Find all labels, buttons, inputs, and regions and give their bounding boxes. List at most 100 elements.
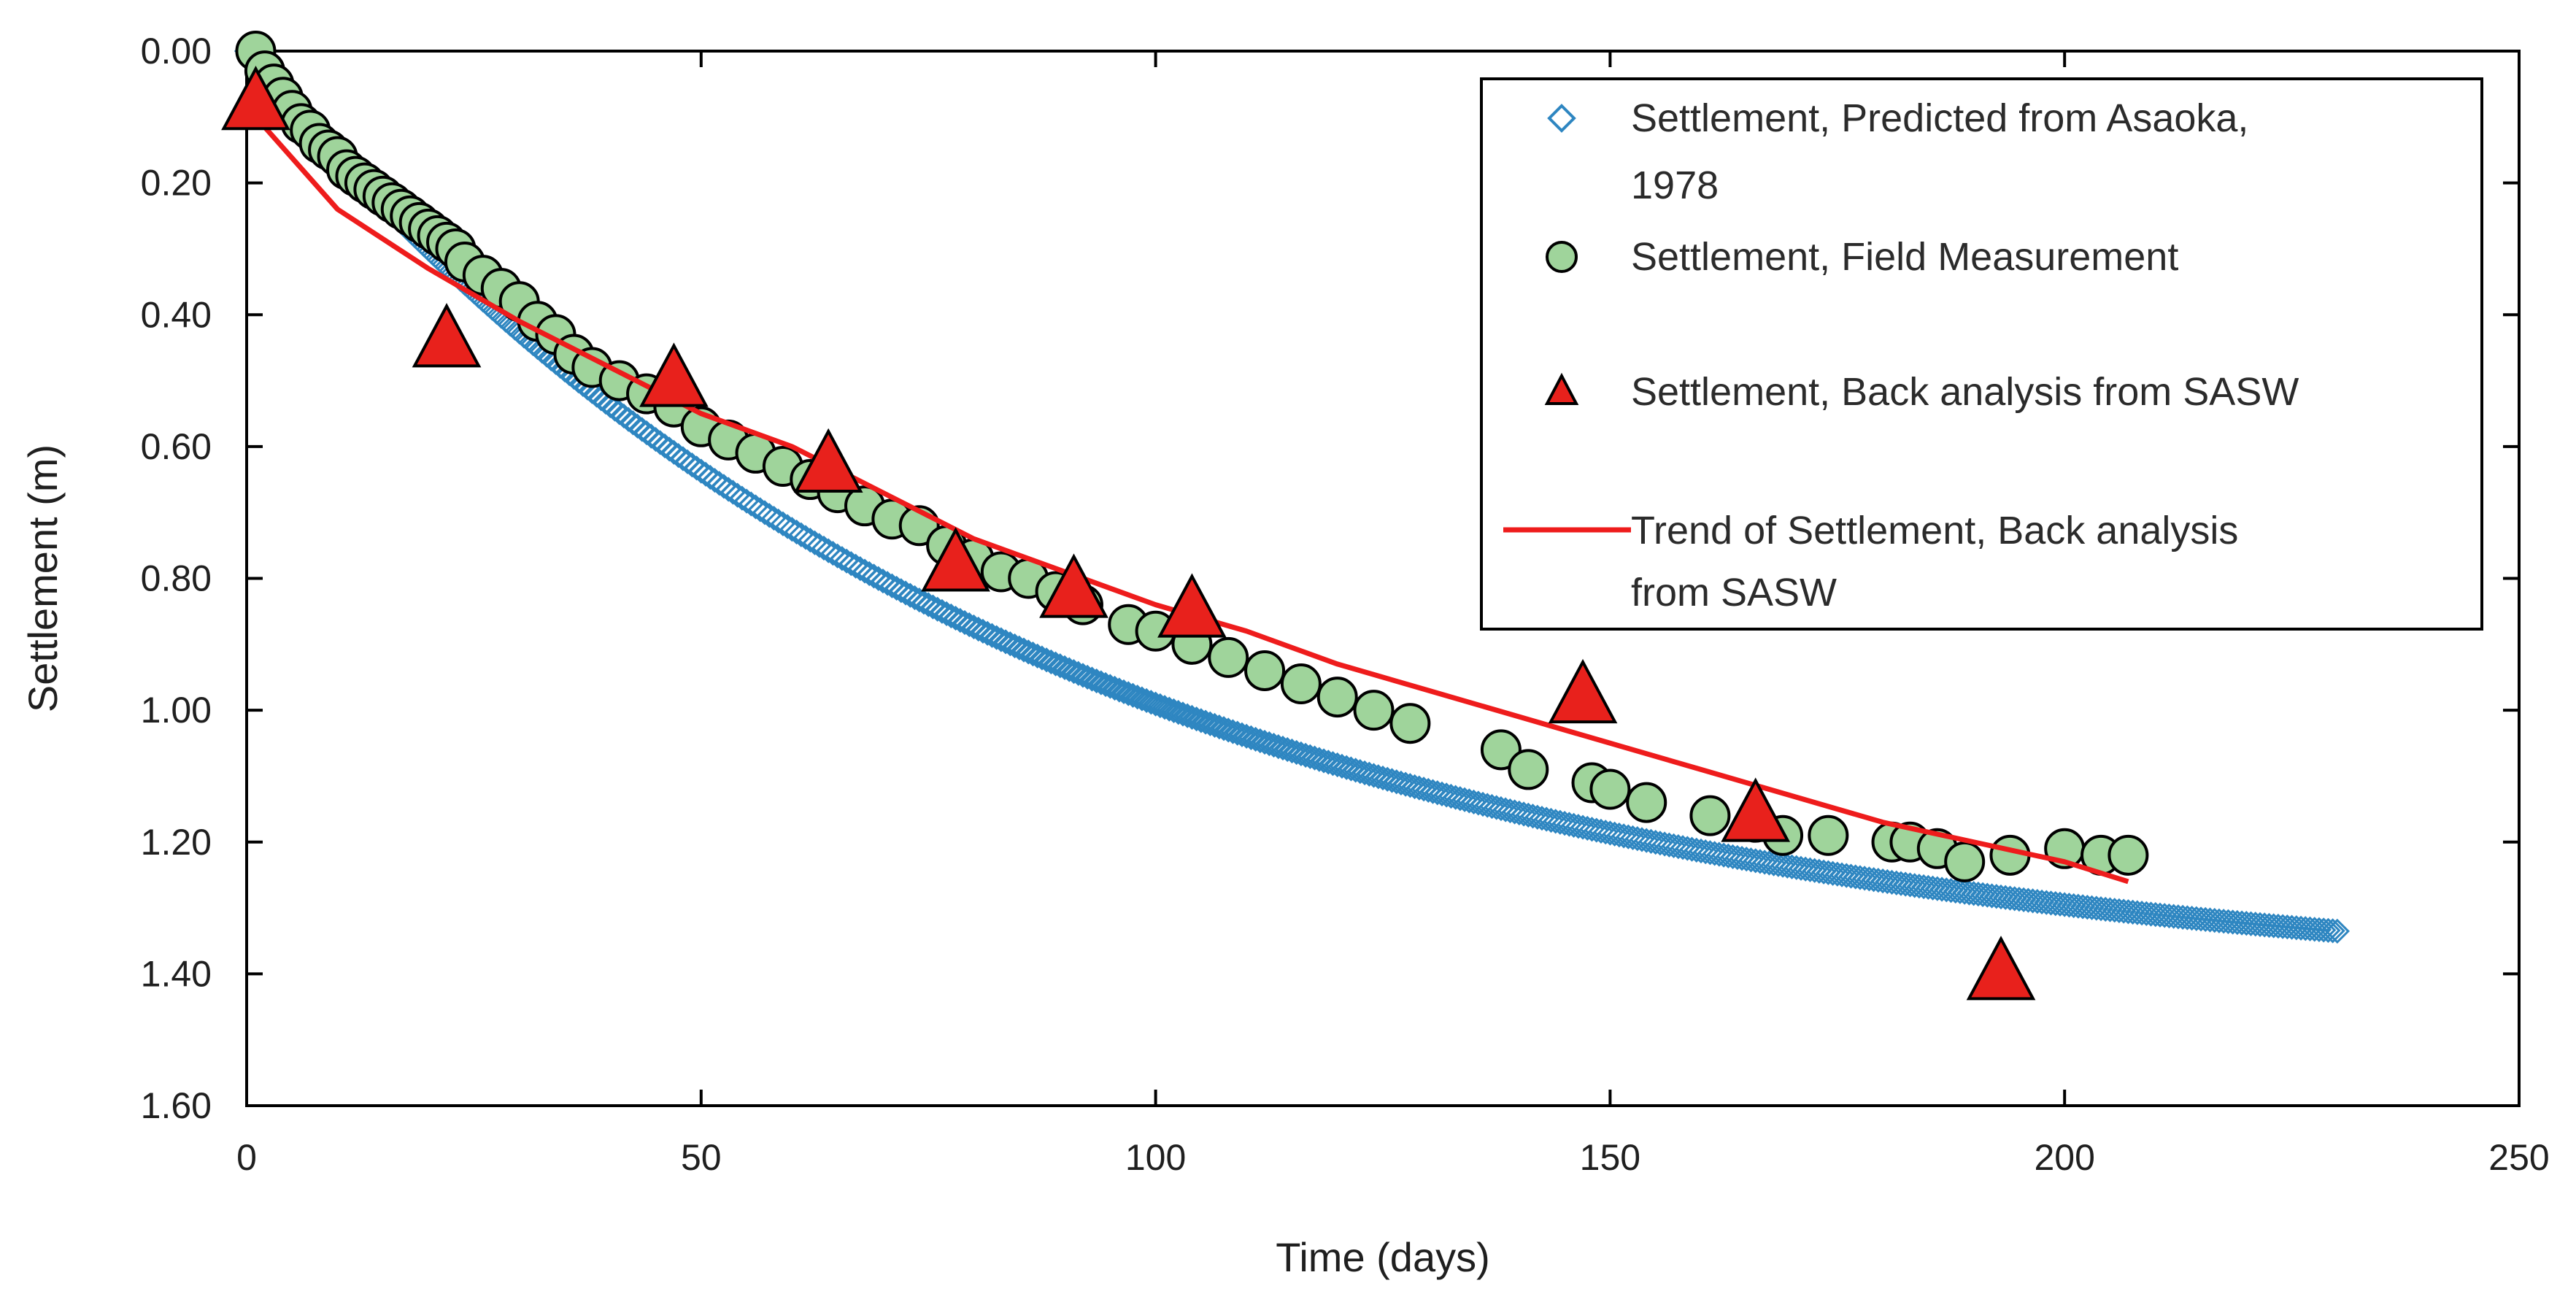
asaoka-point xyxy=(1198,711,1223,736)
asaoka-point xyxy=(1088,670,1114,696)
asaoka-point xyxy=(1493,797,1519,823)
asaoka-point xyxy=(1584,817,1609,843)
asaoka-point xyxy=(1338,756,1364,782)
asaoka-point xyxy=(1143,691,1168,717)
x-tick-label: 200 xyxy=(2034,1137,2094,1178)
asaoka-point xyxy=(1475,793,1500,818)
asaoka-point xyxy=(1034,647,1060,673)
asaoka-point xyxy=(1461,789,1486,815)
asaoka-point xyxy=(1243,726,1268,752)
y-tick-label: 0.80 xyxy=(141,558,212,599)
legend-label-trend-line1: Trend of Settlement, Back analysis xyxy=(1631,509,2238,552)
asaoka-point xyxy=(1170,701,1196,727)
asaoka-point xyxy=(1424,780,1450,806)
asaoka-point xyxy=(1647,831,1673,856)
asaoka-point xyxy=(1225,720,1250,746)
asaoka-point xyxy=(1602,821,1627,847)
asaoka-point xyxy=(1634,828,1659,853)
asaoka-point xyxy=(1351,760,1378,786)
asaoka-point xyxy=(1443,785,1468,810)
asaoka-point xyxy=(1079,666,1105,692)
sasw-point xyxy=(921,527,990,592)
field-point xyxy=(1244,650,1286,691)
asaoka-point xyxy=(1184,706,1209,732)
x-tick-label: 100 xyxy=(1125,1137,1186,1178)
x-tick-label: 0 xyxy=(236,1137,257,1178)
asaoka-point xyxy=(1561,812,1586,838)
asaoka-point xyxy=(1661,833,1686,859)
legend-label-asaoka-line2: 1978 xyxy=(1631,163,1719,207)
asaoka-point xyxy=(1038,649,1064,675)
asaoka-point xyxy=(1029,645,1055,671)
y-axis-title: Settlement (m) xyxy=(20,444,66,712)
field-point xyxy=(1944,841,1986,882)
legend-symbol-field xyxy=(1546,241,1578,273)
asaoka-point xyxy=(1092,671,1119,698)
y-tick-label: 0.60 xyxy=(141,426,212,467)
asaoka-point xyxy=(1265,733,1291,760)
asaoka-point xyxy=(1629,827,1655,852)
asaoka-point xyxy=(1588,818,1614,844)
y-tick-label: 1.40 xyxy=(141,953,212,994)
asaoka-point xyxy=(1247,728,1273,754)
series-sasw-back-analysis xyxy=(221,66,2036,1001)
asaoka-point xyxy=(1297,744,1323,769)
y-tick-label: 1.60 xyxy=(141,1085,212,1126)
asaoka-point xyxy=(1270,735,1296,761)
asaoka-point xyxy=(1252,729,1278,755)
legend-triangle xyxy=(1544,372,1579,405)
asaoka-point xyxy=(1220,719,1246,744)
legend-symbol-sasw xyxy=(1544,372,1579,405)
y-tick-label: 1.00 xyxy=(141,690,212,731)
asaoka-point xyxy=(1406,775,1432,801)
sasw-point xyxy=(1157,573,1227,638)
legend-label-trend-line2: from SASW xyxy=(1631,571,1837,615)
asaoka-point xyxy=(1665,833,1691,860)
sasw-point xyxy=(793,428,863,493)
asaoka-point xyxy=(1120,682,1146,708)
sasw-point xyxy=(639,342,709,407)
x-tick-label: 250 xyxy=(2488,1137,2549,1178)
asaoka-point xyxy=(1316,750,1341,775)
asaoka-point xyxy=(1329,753,1355,779)
asaoka-point xyxy=(1370,765,1396,791)
asaoka-point xyxy=(1479,793,1505,820)
asaoka-point xyxy=(1638,828,1664,854)
asaoka-point xyxy=(1138,690,1164,715)
asaoka-point xyxy=(1261,732,1287,758)
sasw-point xyxy=(1721,777,1791,842)
asaoka-point xyxy=(1061,659,1087,685)
field-point xyxy=(1353,690,1395,731)
asaoka-point xyxy=(1065,660,1091,686)
asaoka-point xyxy=(1043,651,1068,677)
asaoka-point xyxy=(1084,668,1109,694)
asaoka-point xyxy=(1216,717,1241,743)
asaoka-point xyxy=(1434,782,1459,808)
sasw-point xyxy=(221,66,290,131)
asaoka-point xyxy=(1420,779,1446,804)
asaoka-point xyxy=(1384,769,1409,795)
asaoka-point xyxy=(1597,820,1623,846)
asaoka-point xyxy=(1324,752,1350,778)
legend-label-asaoka-line1: Settlement, Predicted from Asaoka, xyxy=(1631,96,2248,140)
asaoka-point xyxy=(1279,738,1305,764)
asaoka-point xyxy=(1402,774,1427,800)
asaoka-point xyxy=(2315,917,2341,943)
field-point xyxy=(1389,703,1431,744)
asaoka-point xyxy=(1288,741,1314,767)
asaoka-point xyxy=(1575,815,1600,841)
asaoka-point xyxy=(1357,761,1382,787)
asaoka-point xyxy=(1438,783,1464,809)
sasw-point xyxy=(1548,658,1618,724)
asaoka-point xyxy=(1311,748,1337,774)
asaoka-point xyxy=(1238,725,1264,750)
asaoka-point xyxy=(1670,835,1696,860)
asaoka-point xyxy=(1679,836,1705,862)
asaoka-point xyxy=(1506,800,1532,826)
asaoka-point xyxy=(1111,679,1137,705)
field-point xyxy=(1508,749,1549,790)
asaoka-point xyxy=(1284,739,1309,766)
asaoka-point xyxy=(1643,829,1668,855)
sasw-point xyxy=(1039,553,1108,618)
